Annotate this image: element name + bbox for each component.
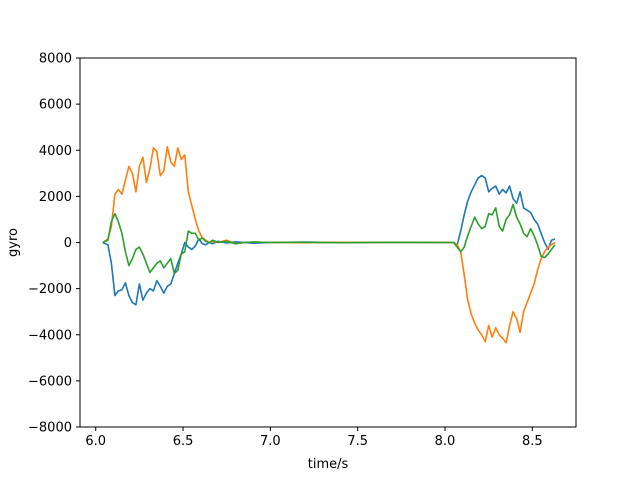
x-tick-label: 8.5 bbox=[522, 434, 543, 449]
y-tick-label: 2000 bbox=[39, 190, 72, 205]
y-tick-label: −6000 bbox=[28, 374, 72, 389]
y-tick-label: 4000 bbox=[39, 144, 72, 159]
y-axis: 8000 6000 4000 2000 0 −2000 −4000 −6000 −8000 bbox=[28, 52, 80, 436]
x-axis: 6.0 6.5 7.0 7.5 8.0 8.5 bbox=[85, 427, 543, 449]
x-tick-label: 8.0 bbox=[435, 434, 456, 449]
series-line-1 bbox=[102, 174, 556, 306]
y-tick-label: −8000 bbox=[28, 421, 72, 436]
y-tick-label: 0 bbox=[64, 236, 72, 251]
y-tick-label: 8000 bbox=[39, 52, 72, 67]
y-tick-label: −2000 bbox=[28, 282, 72, 297]
x-tick-label: 6.5 bbox=[173, 434, 194, 449]
x-tick-label: 6.0 bbox=[85, 434, 106, 449]
y-tick-label: −4000 bbox=[28, 328, 72, 343]
series-line-3 bbox=[102, 203, 556, 275]
series-layer bbox=[102, 146, 556, 344]
y-axis-label: gyro bbox=[6, 228, 21, 257]
x-tick-label: 7.0 bbox=[260, 434, 281, 449]
series-line-2 bbox=[102, 146, 556, 344]
x-axis-label: time/s bbox=[308, 457, 349, 472]
y-tick-label: 6000 bbox=[39, 98, 72, 113]
x-tick-label: 7.5 bbox=[347, 434, 368, 449]
